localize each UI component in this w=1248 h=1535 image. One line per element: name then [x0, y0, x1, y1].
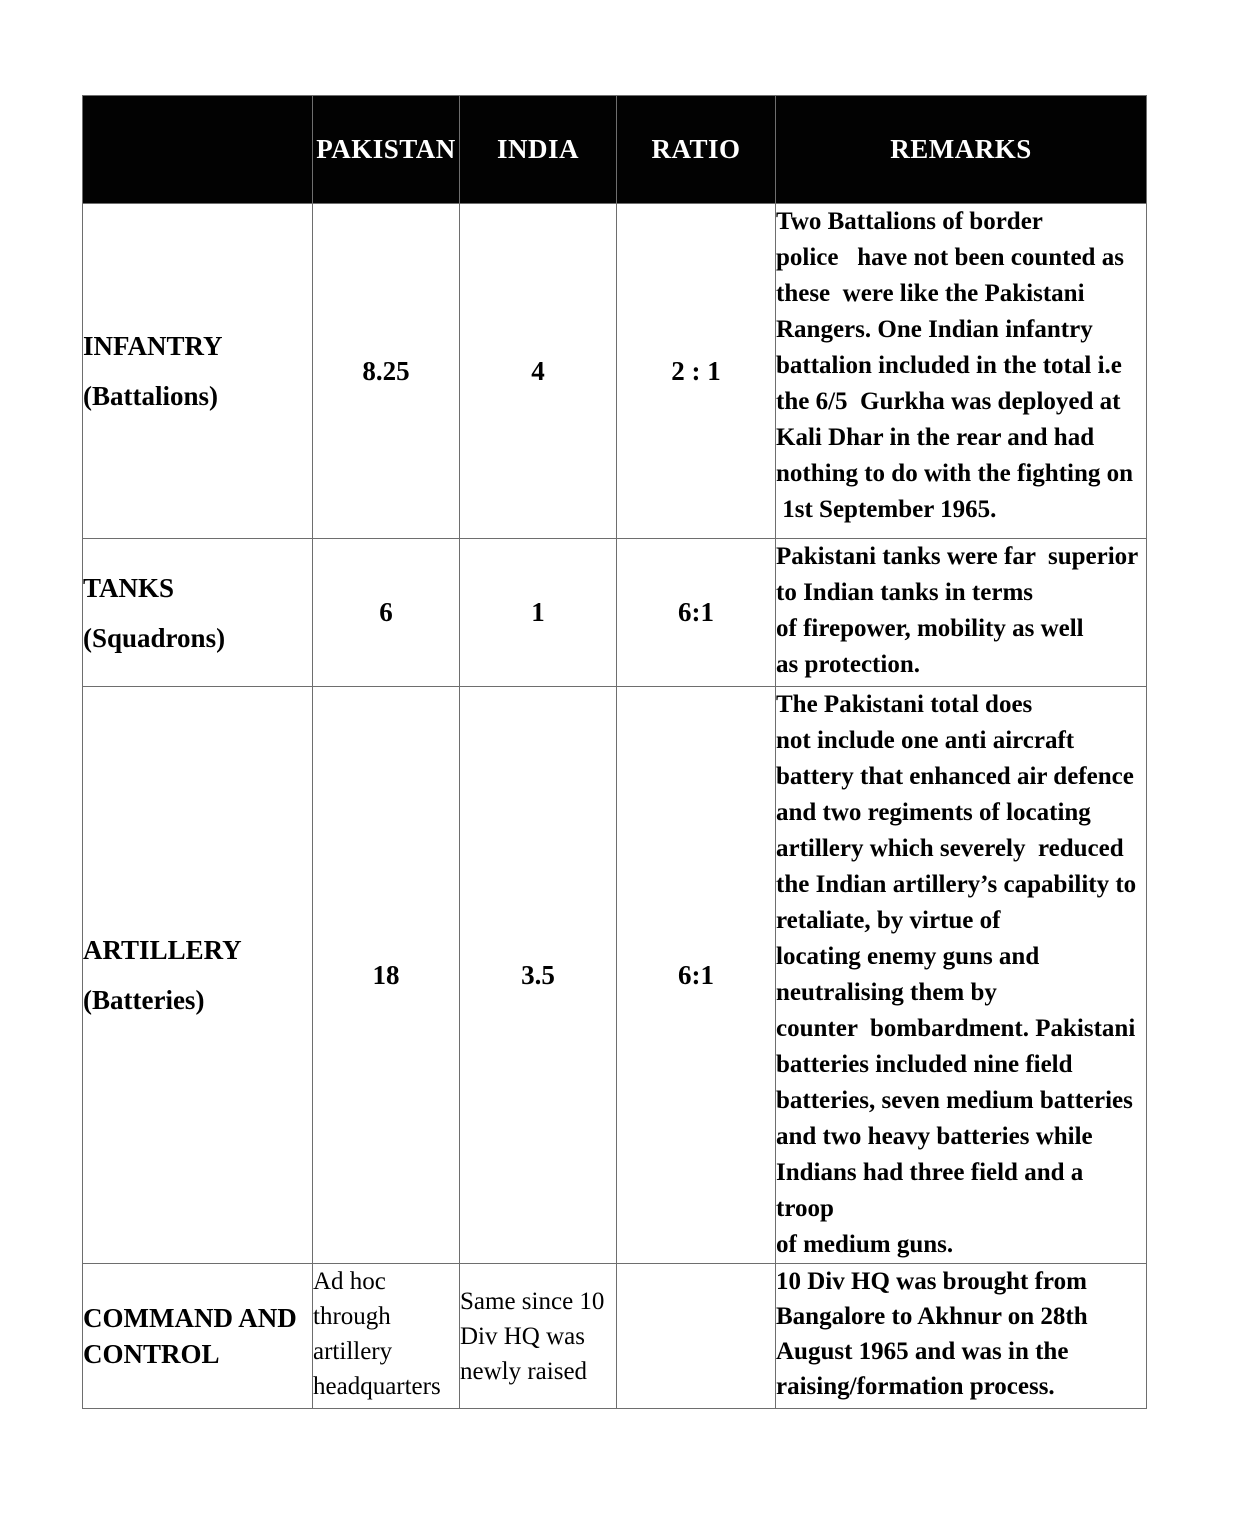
cell-artillery-remarks: The Pakistani total does not include one… [775, 686, 1147, 1264]
cell-command-pakistan: Ad hoc through artillery headquarters [312, 1263, 460, 1409]
cell-tanks-pakistan: 6 [312, 538, 460, 687]
cell-tanks-remarks: Pakistani tanks were far superior to Ind… [775, 538, 1147, 687]
force-comparison-table: PAKISTAN INDIA RATIO REMARKS INFANTRY (B… [82, 95, 1147, 1409]
row-sublabel: (Batteries) [83, 985, 205, 1015]
table-row-tanks: TANKS (Squadrons) 6 1 6:1 Pakistani tank… [82, 538, 1147, 687]
row-label: ARTILLERY [83, 935, 242, 965]
row-label: INFANTRY [83, 331, 223, 361]
header-blank [82, 95, 313, 204]
header-ratio: RATIO [616, 95, 776, 204]
cell-tanks-india: 1 [459, 538, 617, 687]
cell-command-remarks: 10 Div HQ was brought from Bangalore to … [775, 1263, 1147, 1409]
header-pakistan: PAKISTAN [312, 95, 460, 204]
cell-infantry-pakistan: 8.25 [312, 203, 460, 539]
cell-infantry-india: 4 [459, 203, 617, 539]
header-remarks: REMARKS [775, 95, 1147, 204]
cell-artillery-ratio: 6:1 [616, 686, 776, 1264]
row-sublabel: (Squadrons) [83, 622, 226, 653]
cell-artillery-india: 3.5 [459, 686, 617, 1264]
table-row-infantry: INFANTRY (Battalions) 8.25 4 2 : 1 Two B… [82, 203, 1147, 539]
cell-infantry-remarks: Two Battalions of border police have not… [775, 203, 1147, 539]
header-row: PAKISTAN INDIA RATIO REMARKS [82, 95, 1147, 204]
cell-artillery-pakistan: 18 [312, 686, 460, 1264]
row-label: COMMAND AND CONTROL [83, 1303, 297, 1369]
cell-artillery-label: ARTILLERY (Batteries) [82, 686, 313, 1264]
row-sublabel: (Battalions) [83, 381, 219, 411]
cell-infantry-label: INFANTRY (Battalions) [82, 203, 313, 539]
cell-command-ratio [616, 1263, 776, 1409]
cell-tanks-ratio: 6:1 [616, 538, 776, 687]
cell-tanks-label: TANKS (Squadrons) [82, 538, 313, 687]
table-row-command-control: COMMAND AND CONTROL Ad hoc through artil… [82, 1263, 1147, 1409]
cell-infantry-ratio: 2 : 1 [616, 203, 776, 539]
cell-command-india: Same since 10 Div HQ was newly raised [459, 1263, 617, 1409]
table-row-artillery: ARTILLERY (Batteries) 18 3.5 6:1 The Pak… [82, 686, 1147, 1264]
row-label: TANKS [83, 572, 175, 603]
header-india: INDIA [459, 95, 617, 204]
cell-command-label: COMMAND AND CONTROL [82, 1263, 313, 1409]
